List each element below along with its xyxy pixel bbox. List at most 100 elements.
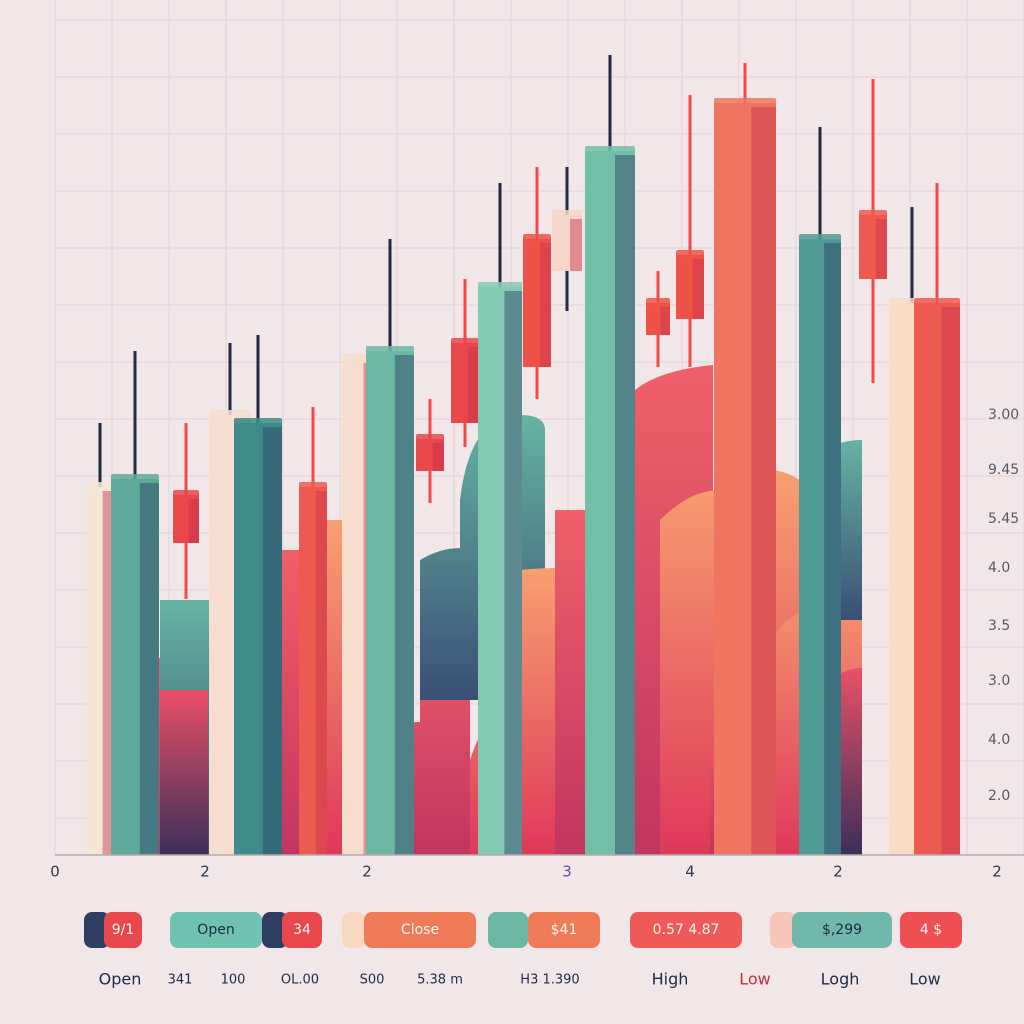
- candle-body: [523, 239, 551, 367]
- candle-body: [552, 215, 582, 271]
- axis-label: 3.00: [988, 407, 1019, 423]
- candle-body: [111, 479, 159, 855]
- candle-shade: [432, 443, 444, 471]
- candle-body: [451, 343, 479, 423]
- candle-body: [416, 439, 444, 471]
- candle-shade: [262, 427, 282, 855]
- candle-shade: [188, 499, 199, 543]
- candle-cap: [234, 418, 282, 425]
- candle-shade: [615, 155, 635, 855]
- candle-shade: [139, 483, 159, 855]
- legend-chip: [104, 912, 142, 948]
- legend-text: $41: [551, 922, 578, 938]
- candle-body: [859, 215, 887, 279]
- candle-cap: [859, 210, 887, 217]
- chip-deco: [488, 912, 528, 948]
- candle-body: [234, 423, 282, 855]
- footer-label: 5.38 m: [417, 973, 463, 988]
- legend-chip: [528, 912, 600, 948]
- chip-deco: [262, 912, 288, 948]
- candle-shade: [660, 307, 670, 335]
- candle-cap: [676, 250, 704, 257]
- candle-cap: [585, 146, 635, 153]
- candle-body: [714, 103, 776, 855]
- candle-body: [87, 487, 113, 855]
- axis-label: 5.45: [988, 511, 1019, 527]
- candle-shade: [539, 243, 551, 367]
- x-label: 2: [992, 863, 1002, 881]
- legend-chip: [364, 912, 476, 948]
- legend-text: 0.57 4.87: [653, 922, 720, 938]
- footer-label: 100: [221, 973, 246, 988]
- footer-label: High: [652, 970, 689, 989]
- candle-body: [299, 487, 327, 855]
- candle-shade: [504, 291, 522, 855]
- x-label: 2: [833, 863, 843, 881]
- candle-shade: [102, 491, 113, 855]
- footer-label: H3 1.390: [520, 973, 579, 988]
- candle-body: [914, 303, 960, 855]
- x-label: 4: [685, 863, 695, 881]
- axis-label: 2.0: [988, 788, 1010, 804]
- footer-label: Low: [909, 970, 941, 989]
- candle-cap: [111, 474, 159, 481]
- candle-body: [646, 303, 670, 335]
- candle-cap: [299, 482, 327, 489]
- axis-label: 9.45: [988, 462, 1019, 478]
- footer-label: S00: [360, 973, 385, 988]
- candle-cap: [209, 410, 251, 417]
- legend-chip: [630, 912, 742, 948]
- footer-label: 341: [168, 973, 193, 988]
- x-label: 2: [200, 863, 210, 881]
- axis-label: 4.0: [988, 560, 1010, 576]
- candle-body: [173, 495, 199, 543]
- legend-text: 4 $: [920, 922, 942, 938]
- candle-shade: [467, 347, 479, 423]
- footer-label: OL.00: [281, 973, 319, 988]
- footer-label: Logh: [821, 970, 860, 989]
- candle-cap: [799, 234, 841, 241]
- x-label: 2: [362, 863, 372, 881]
- x-label: 3: [562, 863, 572, 881]
- candles: [87, 55, 960, 855]
- candle-body: [585, 151, 635, 855]
- candle-cap: [416, 434, 444, 441]
- candle-cap: [478, 282, 522, 289]
- legend-text: Close: [401, 922, 439, 938]
- legend-text: Open: [197, 922, 234, 938]
- chip-deco: [342, 912, 366, 948]
- legend-chip: [900, 912, 962, 948]
- candle-cap: [451, 338, 479, 345]
- candle-body: [478, 287, 522, 855]
- candle-cap: [87, 482, 113, 489]
- candle-body: [799, 239, 841, 855]
- candle-shade: [941, 307, 960, 855]
- legend-chip: [792, 912, 892, 948]
- candle-cap: [552, 210, 582, 217]
- candle-cap: [646, 298, 670, 305]
- chip-deco: [770, 912, 796, 948]
- legend-text: 9/1: [112, 922, 135, 938]
- legend-chip: [282, 912, 322, 948]
- chip-deco: [84, 912, 110, 948]
- legend-text: $,299: [822, 922, 862, 938]
- candle-shade: [570, 219, 582, 271]
- candle-shade: [315, 491, 327, 855]
- candle-cap: [173, 490, 199, 497]
- candle-shade: [875, 219, 887, 279]
- candle-cap: [366, 346, 414, 353]
- legend-text: 34: [293, 922, 311, 938]
- candle-cap: [914, 298, 960, 305]
- axis-label: 3.0: [988, 673, 1010, 689]
- candle-body: [676, 255, 704, 319]
- candle-shade: [751, 107, 776, 855]
- axis-label: 3.5: [988, 618, 1010, 634]
- candle-shade: [394, 355, 414, 855]
- legend-chip: [170, 912, 262, 948]
- candle-shade: [824, 243, 841, 855]
- labels: 3.009.455.454.03.53.04.02.00 2 2 3 4 2 29/1 Ope…: [50, 407, 1019, 989]
- axis-label: 4.0: [988, 732, 1010, 748]
- candle-body: [366, 351, 414, 855]
- footer-label: Low: [739, 970, 771, 989]
